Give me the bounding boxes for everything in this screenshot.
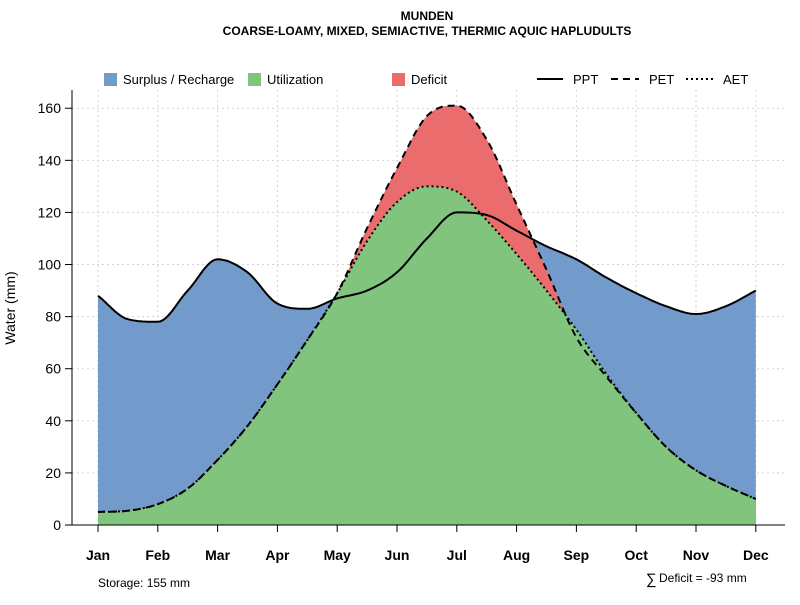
y-tick-label: 20 bbox=[45, 465, 61, 481]
y-tick-label: 120 bbox=[38, 204, 62, 220]
x-tick-label-oct: Oct bbox=[625, 547, 649, 563]
x-tick-label-mar: Mar bbox=[205, 547, 230, 563]
legend-swatch-surplus bbox=[104, 73, 117, 86]
ppt-line bbox=[97, 211, 757, 323]
area-layer bbox=[98, 105, 756, 525]
x-tick-label-feb: Feb bbox=[145, 547, 170, 563]
deficit-annotation: Deficit = -93 mm bbox=[659, 571, 747, 585]
legend-label-surplus: Surplus / Recharge bbox=[123, 72, 234, 87]
y-tick-label: 0 bbox=[53, 517, 61, 533]
x-tick-label-may: May bbox=[324, 547, 351, 563]
x-tick-label-sep: Sep bbox=[564, 547, 590, 563]
chart-subtitle: COARSE-LOAMY, MIXED, SEMIACTIVE, THERMIC… bbox=[223, 24, 632, 38]
legend-label-deficit: Deficit bbox=[411, 72, 448, 87]
axes bbox=[71, 90, 785, 526]
x-tick-label-jun: Jun bbox=[385, 547, 410, 563]
y-tick-label: 40 bbox=[45, 413, 61, 429]
y-axis-label: Water (mm) bbox=[2, 271, 18, 344]
sum-symbol: ∑ bbox=[646, 571, 657, 588]
x-tick-label-jul: Jul bbox=[447, 547, 467, 563]
legend: Surplus / Recharge Utilization Deficit P… bbox=[104, 72, 748, 87]
x-tick-label-nov: Nov bbox=[683, 547, 710, 563]
legend-label-utilization: Utilization bbox=[267, 72, 323, 87]
x-tick-label-jan: Jan bbox=[86, 547, 110, 563]
x-tick-label-aug: Aug bbox=[503, 547, 530, 563]
y-ticks: 0 20 40 60 80 100 120 140 160 bbox=[38, 100, 72, 533]
y-tick-label: 140 bbox=[38, 152, 62, 168]
line-layer bbox=[97, 104, 757, 513]
legend-swatch-deficit bbox=[392, 73, 405, 86]
legend-swatch-utilization bbox=[248, 73, 261, 86]
x-tick-label-dec: Dec bbox=[743, 547, 769, 563]
legend-label-aet: AET bbox=[723, 72, 748, 87]
y-tick-label: 60 bbox=[45, 361, 61, 377]
y-tick-label: 100 bbox=[38, 257, 62, 273]
x-ticks: Jan Feb Mar Apr May Jun Jul Aug Sep Oct Nov Dec bbox=[86, 525, 769, 563]
legend-label-ppt: PPT bbox=[573, 72, 598, 87]
pet-line bbox=[97, 104, 757, 513]
legend-label-pet: PET bbox=[649, 72, 674, 87]
x-tick-label-apr: Apr bbox=[265, 547, 290, 563]
y-tick-label: 160 bbox=[38, 100, 62, 116]
utilization-area bbox=[98, 186, 756, 525]
storage-annotation: Storage: 155 mm bbox=[98, 576, 190, 590]
y-tick-label: 80 bbox=[45, 309, 61, 325]
chart-title: MUNDEN bbox=[401, 9, 454, 23]
